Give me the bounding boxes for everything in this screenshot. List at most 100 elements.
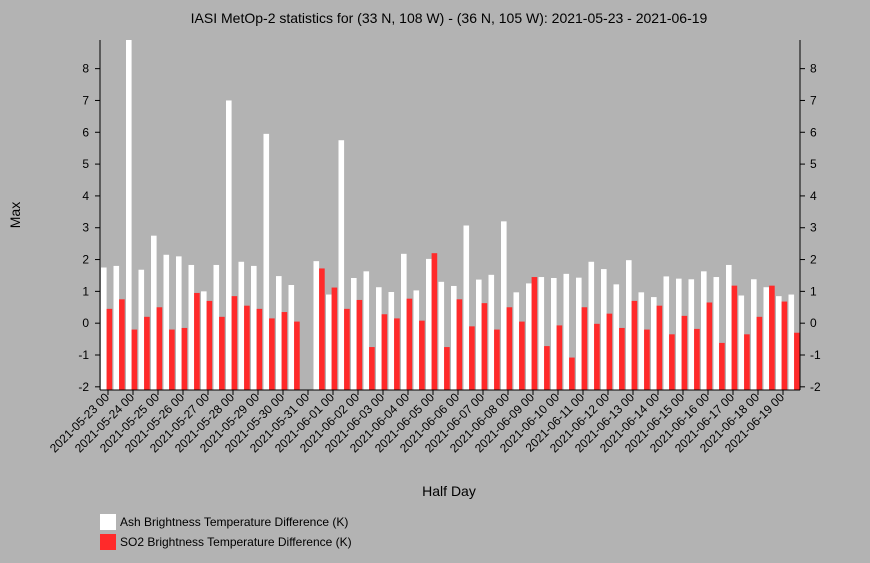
ash-bar: [488, 274, 495, 390]
ash-bar: [638, 292, 645, 390]
so2-bar: [556, 325, 563, 390]
y-tick-label-right: 3: [810, 221, 817, 235]
so2-bar: [619, 327, 625, 390]
so2-bar: [406, 298, 413, 390]
so2-bar: [444, 347, 450, 390]
ash-bar: [738, 295, 745, 390]
y-tick-label-right: 7: [810, 93, 817, 107]
ash-bar: [276, 276, 282, 390]
ash-bar: [788, 294, 795, 390]
so2-bar: [694, 328, 700, 390]
y-tick-label-right: 6: [810, 125, 817, 139]
so2-bar: [381, 314, 388, 390]
legend-swatch-so2: [100, 534, 116, 550]
ash-bar: [188, 264, 195, 390]
ash-bar: [401, 253, 407, 390]
ash-bar: [363, 271, 370, 390]
ash-bar: [163, 254, 170, 390]
so2-bar: [319, 268, 325, 390]
ash-bar: [151, 235, 157, 390]
ash-bar: [313, 261, 320, 390]
so2-bar: [794, 332, 800, 390]
y-tick-label-left: 0: [82, 316, 89, 330]
legend-label-so2: SO2 Brightness Temperature Difference (K…: [120, 535, 352, 549]
so2-bar: [631, 300, 638, 390]
ash-bar: [588, 261, 595, 390]
so2-bar: [519, 321, 525, 390]
y-tick-label-right: -1: [810, 348, 821, 362]
ash-bar: [338, 140, 345, 390]
so2-bar: [131, 329, 138, 390]
so2-bar: [431, 253, 438, 390]
ash-bar: [726, 264, 732, 390]
ash-bar: [551, 278, 557, 390]
legend-item-ash: Ash Brightness Temperature Difference (K…: [100, 512, 352, 532]
y-tick-label-left: 5: [82, 157, 89, 171]
so2-bar: [369, 347, 375, 390]
so2-bar: [231, 296, 238, 390]
so2-bar: [681, 315, 688, 390]
ash-bar: [413, 290, 420, 390]
ash-bar: [238, 261, 245, 390]
so2-bar: [194, 292, 200, 390]
y-tick-label-left: 8: [82, 62, 89, 76]
so2-bar: [531, 277, 538, 390]
ash-bar: [576, 277, 582, 390]
so2-bar: [294, 321, 300, 390]
ash-bar: [176, 256, 182, 390]
ash-bar: [388, 292, 395, 390]
so2-bar: [731, 285, 738, 390]
ash-bar: [501, 221, 507, 390]
y-tick-label-left: 7: [82, 93, 89, 107]
so2-bar: [144, 316, 150, 390]
so2-bar: [544, 346, 550, 390]
so2-bar: [756, 316, 763, 390]
ash-bar: [651, 297, 657, 390]
y-tick-label-left: 2: [82, 253, 89, 267]
so2-bar: [169, 329, 175, 390]
ash-bar: [626, 260, 632, 390]
y-tick-label-left: 4: [82, 189, 89, 203]
so2-bar: [719, 342, 725, 390]
so2-bar: [281, 312, 288, 390]
so2-bar: [456, 299, 463, 390]
so2-bar: [119, 299, 125, 390]
so2-bar: [769, 285, 775, 390]
so2-bar: [706, 302, 713, 390]
chart-title: IASI MetOp-2 statistics for (33 N, 108 W…: [191, 10, 708, 26]
y-tick-label-right: 8: [810, 62, 817, 76]
y-tick-label-right: 5: [810, 157, 817, 171]
ash-bar: [476, 279, 482, 390]
ash-bar: [663, 276, 670, 390]
so2-bar: [356, 299, 363, 390]
so2-bar: [644, 329, 650, 390]
ash-bar: [751, 279, 757, 390]
y-tick-label-left: -1: [78, 348, 89, 362]
ash-bar: [101, 267, 107, 390]
so2-bar: [581, 307, 588, 390]
ash-bar: [776, 296, 782, 390]
so2-bar: [256, 308, 263, 390]
ash-bar: [113, 265, 120, 390]
ash-bar: [538, 277, 545, 390]
ash-bar: [226, 100, 232, 390]
ash-bar: [701, 271, 707, 390]
legend: Ash Brightness Temperature Difference (K…: [100, 512, 352, 552]
so2-bar: [394, 318, 400, 390]
legend-label-ash: Ash Brightness Temperature Difference (K…: [120, 515, 349, 529]
ash-bar: [713, 277, 720, 390]
bars-group: [101, 40, 800, 391]
legend-swatch-ash: [100, 514, 116, 530]
ash-bar: [126, 40, 132, 390]
y-axis-label: Max: [7, 202, 23, 228]
so2-bar: [594, 323, 600, 390]
ash-bar: [138, 269, 145, 390]
ash-bar: [288, 285, 295, 390]
so2-bar: [606, 313, 613, 390]
ash-bar: [688, 279, 695, 390]
so2-bar: [219, 316, 225, 390]
x-axis-label: Half Day: [422, 483, 476, 499]
ash-bar: [676, 278, 682, 390]
